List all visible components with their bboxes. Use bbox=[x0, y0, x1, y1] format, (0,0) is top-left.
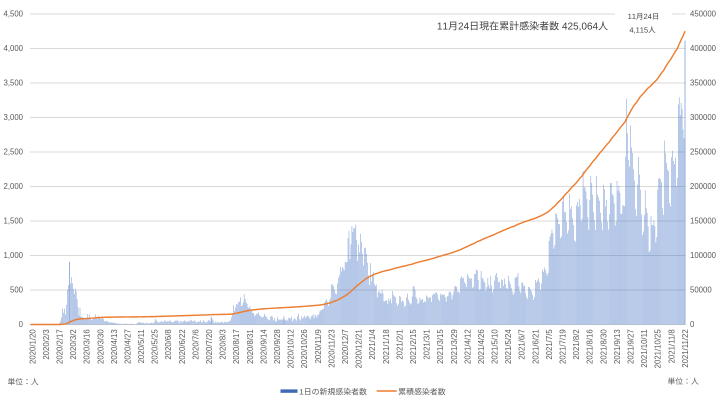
svg-text:3,000: 3,000 bbox=[3, 113, 23, 122]
svg-text:2021/3/29: 2021/3/29 bbox=[450, 329, 459, 364]
svg-text:2020/7/6: 2020/7/6 bbox=[191, 329, 200, 359]
svg-text:2021/10/25: 2021/10/25 bbox=[654, 329, 663, 369]
svg-text:200000: 200000 bbox=[690, 182, 717, 191]
svg-text:2020/8/3: 2020/8/3 bbox=[219, 329, 228, 359]
svg-text:150000: 150000 bbox=[690, 217, 717, 226]
svg-text:2020/8/31: 2020/8/31 bbox=[246, 329, 255, 364]
svg-text:2021/5/24: 2021/5/24 bbox=[504, 329, 513, 364]
svg-text:2021/4/12: 2021/4/12 bbox=[463, 329, 472, 364]
svg-text:2,000: 2,000 bbox=[3, 182, 23, 191]
svg-text:2021/7/5: 2021/7/5 bbox=[545, 329, 554, 360]
svg-text:2021/2/15: 2021/2/15 bbox=[409, 329, 418, 364]
svg-text:3,500: 3,500 bbox=[3, 79, 23, 88]
svg-text:2020/9/28: 2020/9/28 bbox=[273, 329, 282, 364]
svg-text:400000: 400000 bbox=[690, 44, 717, 53]
svg-text:2020/10/26: 2020/10/26 bbox=[300, 329, 309, 368]
svg-text:2020/3/2: 2020/3/2 bbox=[69, 329, 78, 359]
svg-text:2020/8/17: 2020/8/17 bbox=[232, 329, 241, 364]
svg-text:2020/1/20: 2020/1/20 bbox=[28, 329, 37, 364]
svg-text:0: 0 bbox=[690, 320, 695, 329]
svg-text:2021/6/21: 2021/6/21 bbox=[531, 329, 540, 364]
svg-text:2021/8/30: 2021/8/30 bbox=[599, 329, 608, 364]
svg-text:2021/2/1: 2021/2/1 bbox=[395, 329, 404, 359]
svg-text:300000: 300000 bbox=[690, 113, 717, 122]
svg-text:250000: 250000 bbox=[690, 148, 717, 157]
svg-text:2020/4/27: 2020/4/27 bbox=[123, 329, 132, 364]
svg-text:0: 0 bbox=[19, 320, 24, 329]
svg-text:2020/6/22: 2020/6/22 bbox=[178, 329, 187, 364]
svg-text:50000: 50000 bbox=[690, 286, 712, 295]
svg-text:2,500: 2,500 bbox=[3, 148, 23, 157]
svg-text:2021/3/1: 2021/3/1 bbox=[423, 329, 432, 359]
svg-text:2020/9/14: 2020/9/14 bbox=[259, 329, 268, 364]
svg-text:2020/12/21: 2020/12/21 bbox=[355, 329, 364, 368]
svg-text:2020/11/9: 2020/11/9 bbox=[314, 329, 323, 363]
svg-text:2020/2/17: 2020/2/17 bbox=[55, 329, 64, 364]
svg-text:2020/10/12: 2020/10/12 bbox=[287, 329, 296, 368]
svg-text:1,500: 1,500 bbox=[3, 217, 23, 226]
svg-text:2021/10/11: 2021/10/11 bbox=[640, 329, 649, 367]
svg-text:2020/3/16: 2020/3/16 bbox=[83, 329, 92, 364]
svg-text:2020/11/23: 2020/11/23 bbox=[327, 329, 336, 367]
svg-text:2020/4/13: 2020/4/13 bbox=[110, 329, 119, 364]
svg-text:2021/9/13: 2021/9/13 bbox=[613, 329, 622, 364]
svg-text:100000: 100000 bbox=[690, 251, 717, 260]
svg-text:2021/11/8: 2021/11/8 bbox=[667, 329, 676, 363]
svg-text:2021/6/7: 2021/6/7 bbox=[518, 329, 527, 359]
svg-text:2021/1/18: 2021/1/18 bbox=[382, 329, 391, 364]
svg-text:2020/6/8: 2020/6/8 bbox=[164, 329, 173, 359]
svg-text:2021/8/2: 2021/8/2 bbox=[572, 329, 581, 359]
svg-text:350000: 350000 bbox=[690, 79, 717, 88]
svg-text:2020/12/7: 2020/12/7 bbox=[341, 329, 350, 364]
svg-text:2021/11/22: 2021/11/22 bbox=[681, 329, 690, 367]
svg-text:2020/5/25: 2020/5/25 bbox=[151, 329, 160, 364]
svg-text:2021/3/15: 2021/3/15 bbox=[436, 329, 445, 364]
svg-text:2021/5/10: 2021/5/10 bbox=[491, 329, 500, 364]
svg-text:2020/2/3: 2020/2/3 bbox=[42, 329, 51, 359]
svg-text:1,000: 1,000 bbox=[3, 251, 23, 260]
svg-text:2021/9/27: 2021/9/27 bbox=[626, 329, 635, 364]
svg-text:2020/5/11: 2020/5/11 bbox=[137, 329, 146, 363]
svg-text:2021/1/4: 2021/1/4 bbox=[368, 329, 377, 360]
svg-text:2020/7/20: 2020/7/20 bbox=[205, 329, 214, 364]
svg-text:2021/8/16: 2021/8/16 bbox=[586, 329, 595, 364]
svg-text:4,500: 4,500 bbox=[3, 10, 23, 19]
svg-text:2020/3/30: 2020/3/30 bbox=[96, 329, 105, 364]
svg-text:450000: 450000 bbox=[690, 10, 717, 19]
svg-text:4,000: 4,000 bbox=[3, 44, 23, 53]
svg-text:2021/4/26: 2021/4/26 bbox=[477, 329, 486, 364]
svg-text:500: 500 bbox=[10, 286, 24, 295]
svg-text:2021/7/19: 2021/7/19 bbox=[559, 329, 568, 364]
